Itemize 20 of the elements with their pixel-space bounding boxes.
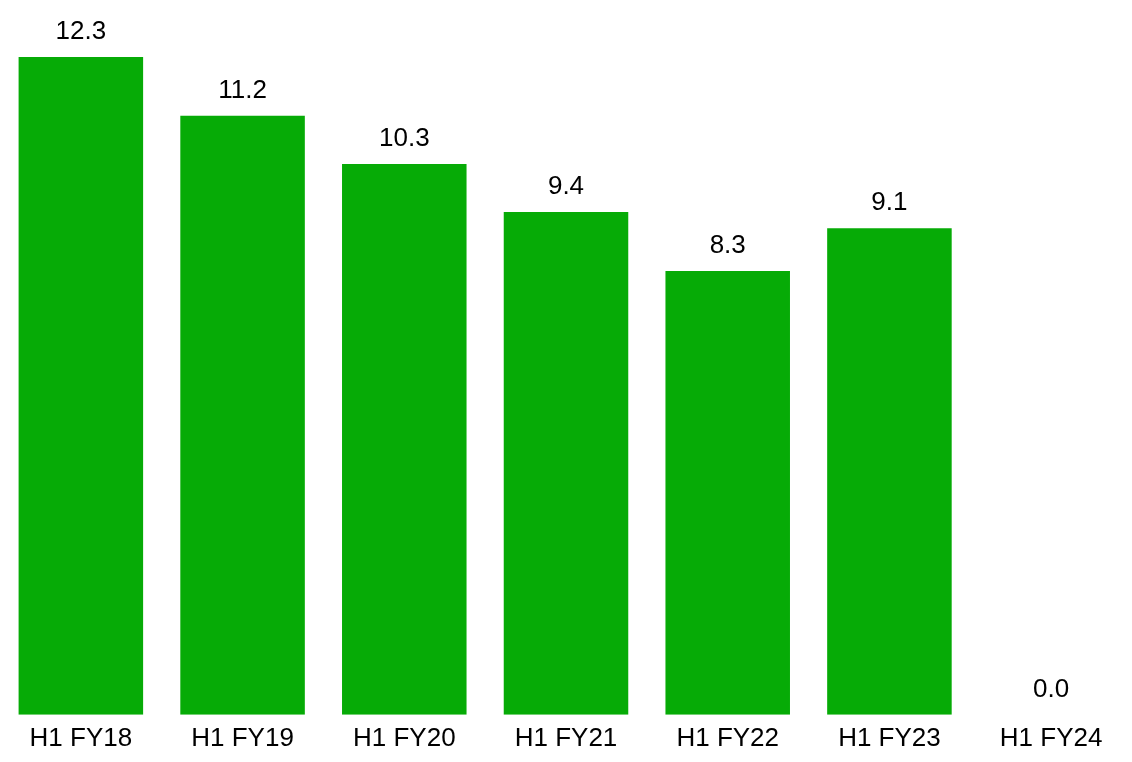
data-label: 12.3 [55, 15, 107, 46]
data-label: 9.1 [871, 186, 908, 217]
data-label: 10.3 [378, 122, 430, 153]
x-tick-label: H1 FY22 [676, 721, 780, 752]
bar [827, 228, 952, 715]
bar [503, 212, 629, 715]
x-tick-label: H1 FY19 [191, 721, 294, 752]
x-tick-label: H1 FY18 [29, 721, 133, 752]
data-label: 8.3 [709, 229, 746, 260]
data-label: 0.0 [1033, 672, 1070, 703]
bar [18, 57, 144, 715]
x-tick-label: H1 FY20 [352, 721, 456, 752]
x-tick-label: H1 FY21 [514, 721, 618, 752]
bar [342, 163, 467, 715]
bar [180, 115, 305, 715]
data-label: 11.2 [218, 74, 267, 104]
x-tick-label: H1 FY23 [838, 721, 941, 752]
bar [665, 270, 790, 715]
data-label: 9.4 [547, 170, 585, 201]
x-tick-label: H1 FY24 [999, 721, 1103, 752]
